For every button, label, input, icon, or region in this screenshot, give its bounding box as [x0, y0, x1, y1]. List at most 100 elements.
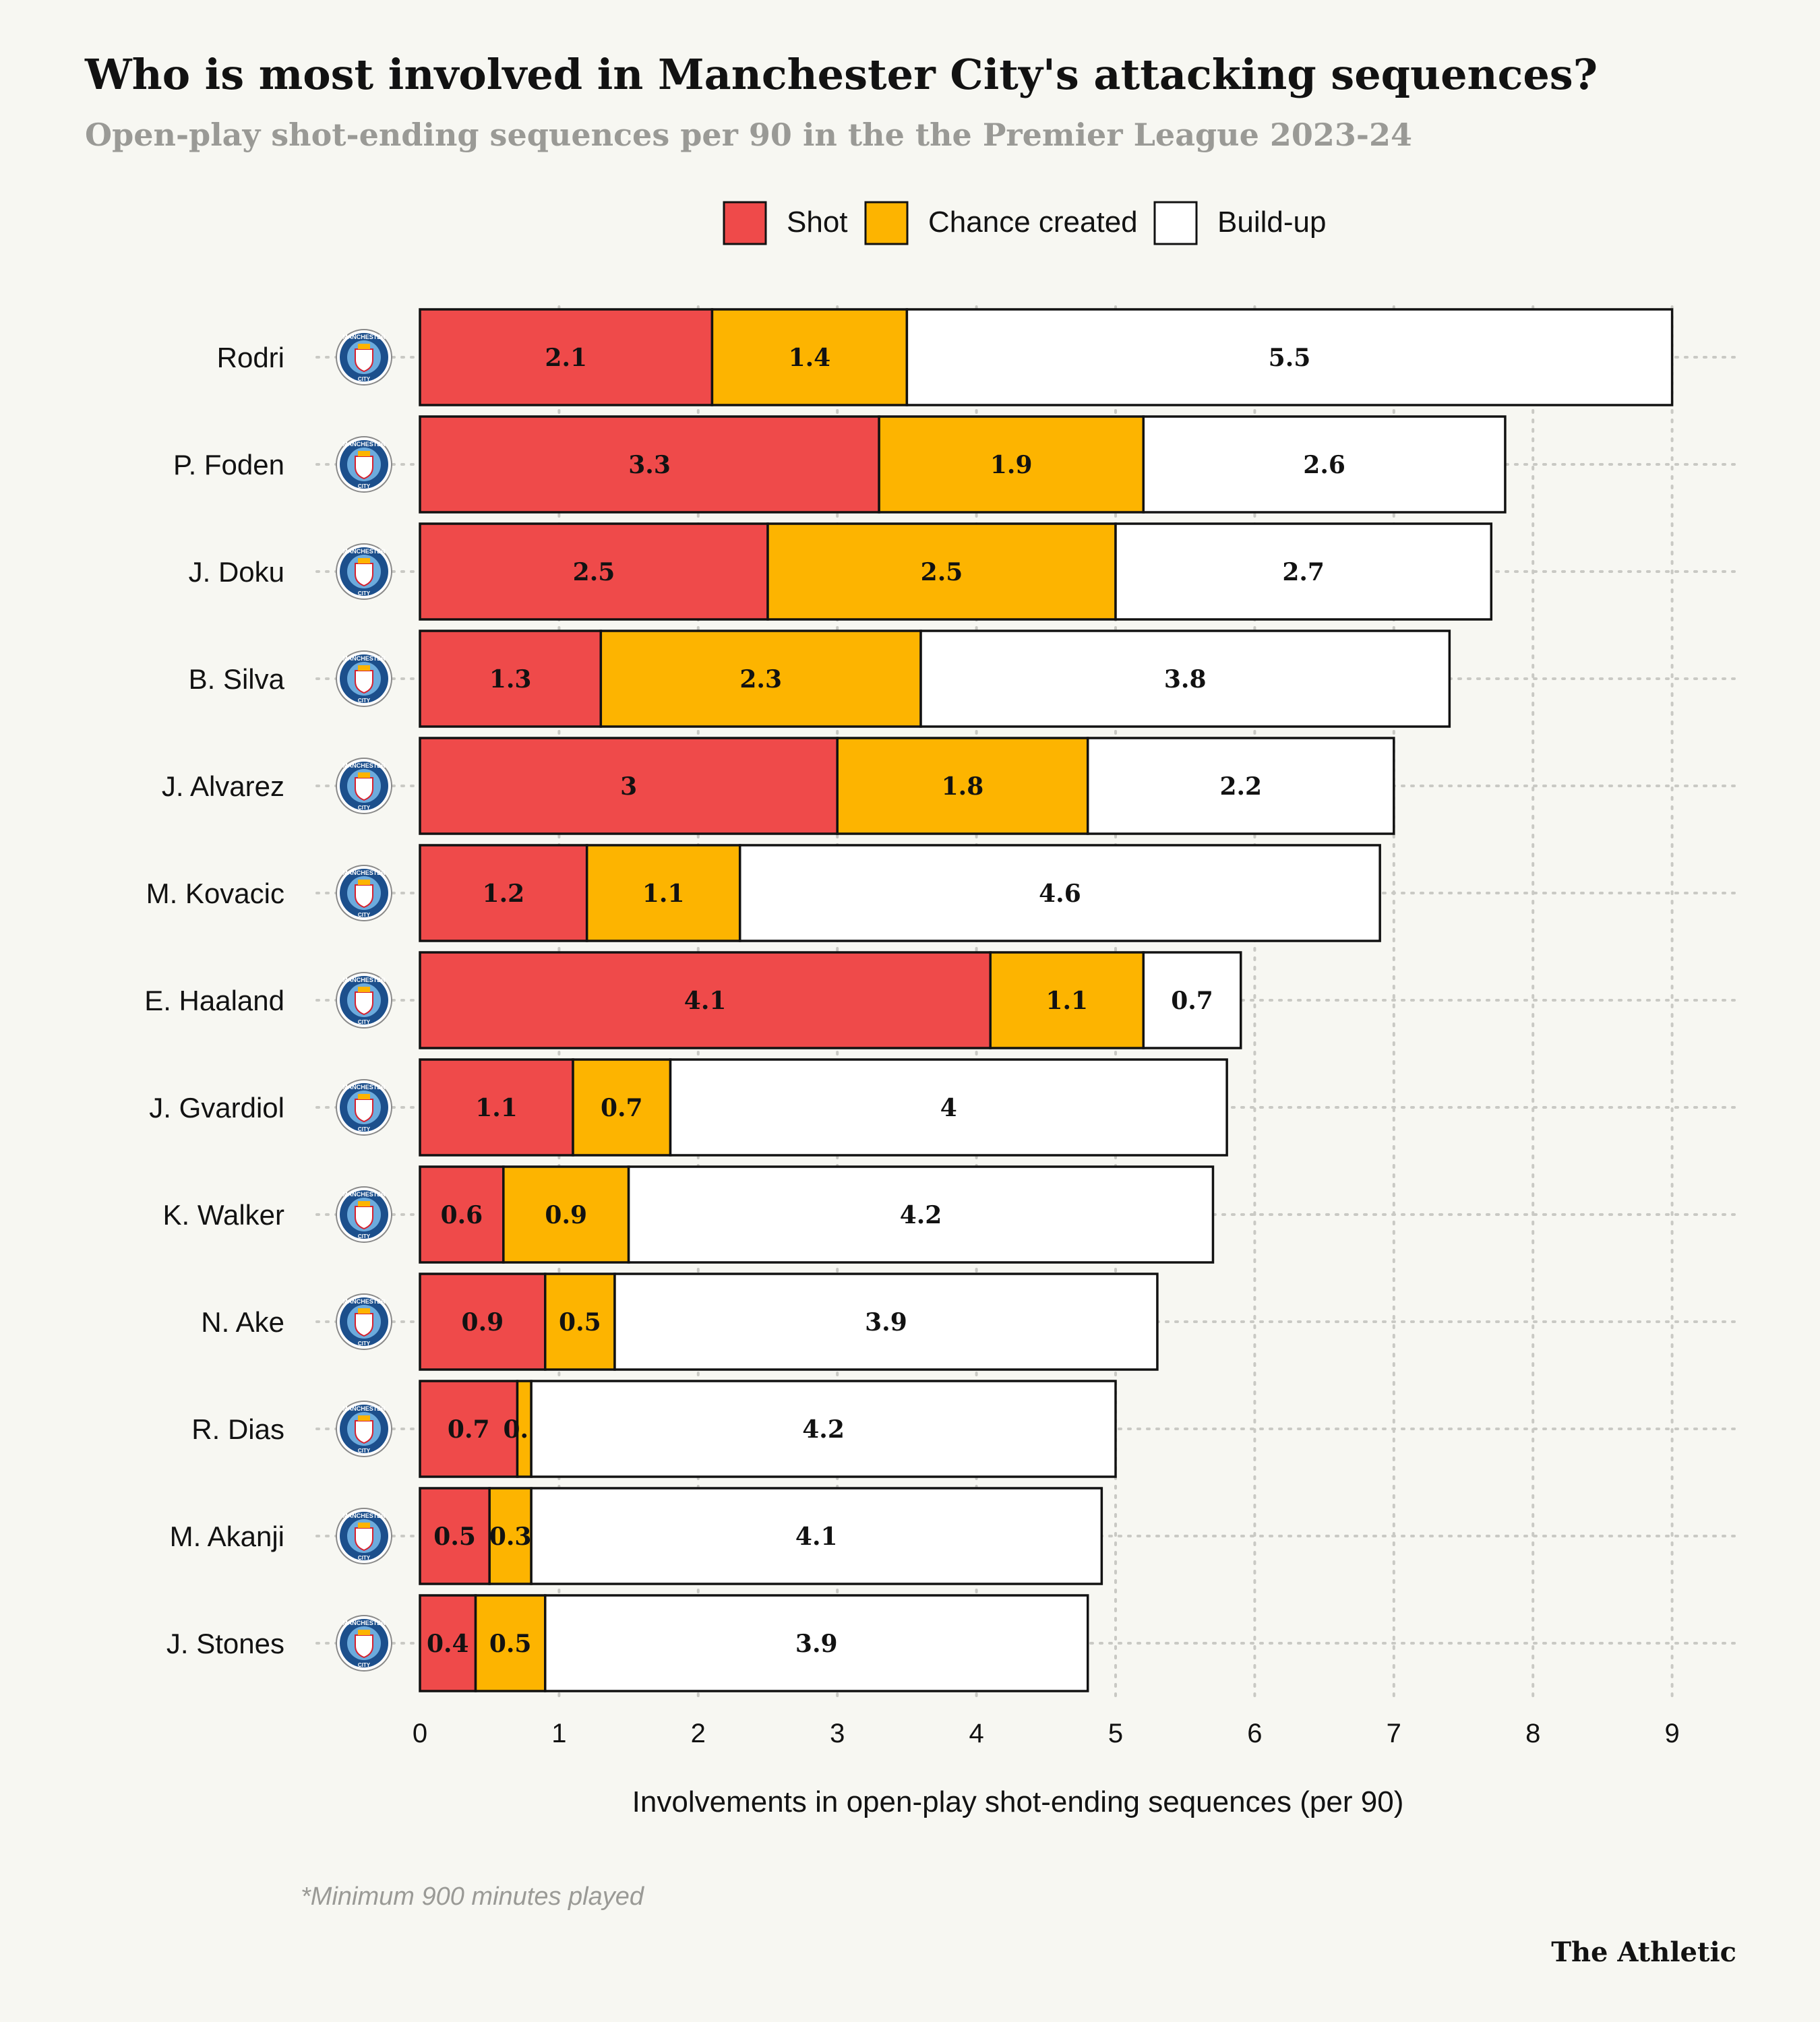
player-label: J. Stones — [166, 1628, 284, 1659]
legend-swatch-0 — [723, 201, 767, 245]
club-badge-text-top: MANCHESTER — [342, 1620, 386, 1626]
value-label-chance-created: 1.9 — [990, 451, 1033, 479]
club-badge-text-top: MANCHESTER — [342, 548, 386, 555]
bar-row: J. Doku MANCHESTER CITY 2.5 2.5 2.7 — [189, 522, 1493, 621]
club-badge-text-top: MANCHESTER — [342, 655, 386, 662]
club-badge-text-bottom: CITY — [358, 1126, 371, 1132]
club-badge-text-top: MANCHESTER — [342, 977, 386, 983]
bar-segment-shot — [419, 1380, 519, 1478]
bar-segment-build-up — [627, 1165, 1215, 1264]
bar-segment-build-up — [530, 1487, 1103, 1585]
bar-segment-shot — [419, 1273, 547, 1371]
bar-segment-chance-created — [488, 1487, 533, 1585]
club-badge: MANCHESTER CITY — [336, 1508, 392, 1564]
bar-segment-chance-created — [544, 1273, 616, 1371]
club-badge-ship — [358, 1630, 370, 1635]
club-badge-text-bottom: CITY — [358, 1233, 371, 1239]
club-badge-ship — [358, 344, 370, 349]
bar-segment-shot — [419, 1165, 505, 1264]
value-label-shot: 1.1 — [475, 1094, 518, 1122]
club-badge-text-top: MANCHESTER — [342, 1084, 386, 1091]
club-badge: MANCHESTER CITY — [336, 1615, 392, 1672]
club-badge: MANCHESTER CITY — [336, 543, 392, 600]
chart-title: Who is most involved in Manchester City'… — [84, 50, 1598, 99]
value-label-chance-created: 2.3 — [739, 665, 782, 694]
value-label-shot: 3 — [620, 772, 637, 801]
value-label-shot: 0.4 — [427, 1630, 469, 1658]
club-badge: MANCHESTER CITY — [336, 650, 392, 707]
club-badge-ship — [358, 880, 370, 885]
legend-label-2: Build-up — [1217, 206, 1326, 239]
bar-segment-build-up — [1142, 951, 1242, 1049]
x-tick-label: 1 — [551, 1719, 566, 1748]
bar-segment-build-up — [613, 1273, 1159, 1371]
club-badge: MANCHESTER CITY — [336, 1079, 392, 1136]
value-label-shot: 2.1 — [545, 344, 587, 372]
value-label-shot: 0.9 — [462, 1308, 504, 1337]
club-badge-text-bottom: CITY — [358, 698, 371, 704]
bar-segment-chance-created — [989, 951, 1145, 1049]
value-label-build-up: 4.2 — [802, 1415, 845, 1444]
x-axis-label: Involvements in open-play shot-ending se… — [632, 1785, 1404, 1818]
club-badge: MANCHESTER CITY — [336, 329, 392, 386]
bar-segment-build-up — [1086, 737, 1395, 835]
bar-segment-build-up — [669, 1058, 1228, 1157]
value-label-build-up: 3.9 — [865, 1308, 907, 1337]
club-badge: MANCHESTER CITY — [336, 1293, 392, 1350]
club-badge-ship — [358, 1308, 370, 1314]
club-badge-shield — [355, 777, 373, 801]
player-label: J. Gvardiol — [149, 1092, 284, 1124]
x-tick-label: 2 — [691, 1719, 706, 1748]
value-label-chance-created: 0.3 — [489, 1523, 532, 1551]
club-badge-text-bottom: CITY — [358, 483, 371, 489]
player-label: M. Akanji — [170, 1521, 284, 1552]
club-badge-shield — [355, 348, 373, 373]
bar-row: M. Kovacic MANCHESTER CITY 1.2 1.1 4.6 — [146, 844, 1381, 942]
bar-segment-build-up — [1114, 522, 1493, 621]
x-tick-label: 3 — [830, 1719, 845, 1748]
value-label-build-up: 2.7 — [1282, 558, 1325, 586]
value-label-build-up: 5.5 — [1269, 344, 1311, 372]
chart-subtitle: Open-play shot-ending sequences per 90 i… — [85, 117, 1412, 153]
club-badge-shield — [355, 1634, 373, 1659]
footnote: *Minimum 900 minutes played — [301, 1882, 645, 1911]
bar-row: J. Stones MANCHESTER CITY 0.4 0.5 3.9 — [166, 1594, 1089, 1692]
legend-swatch-1 — [864, 201, 909, 245]
club-badge: MANCHESTER CITY — [336, 1401, 392, 1457]
value-label-chance-created: 1.4 — [789, 344, 831, 372]
x-tick-label: 4 — [969, 1719, 983, 1748]
bar-rows: Rodri MANCHESTER CITY 2.1 1.4 5.5 P. Foden MANC… — [144, 308, 1674, 1692]
club-badge-text-bottom: CITY — [358, 912, 371, 918]
value-label-build-up: 4.1 — [795, 1523, 838, 1551]
club-badge-text-top: MANCHESTER — [342, 1191, 386, 1198]
value-label-chance-created: 0.7 — [601, 1094, 643, 1122]
value-label-chance-created: 0.9 — [545, 1201, 587, 1229]
bar-row: N. Ake MANCHESTER CITY 0.9 0.5 3.9 — [201, 1273, 1159, 1371]
bar-segment-build-up — [530, 1380, 1117, 1478]
club-badge-text-bottom: CITY — [358, 590, 371, 596]
club-badge-ship — [358, 1523, 370, 1528]
club-badge: MANCHESTER CITY — [336, 436, 392, 493]
club-badge-text-bottom: CITY — [358, 805, 371, 811]
bar-segment-shot — [419, 415, 880, 514]
legend-swatch-2 — [1153, 201, 1198, 245]
bar-segment-chance-created — [766, 522, 1117, 621]
value-label-shot: 0.6 — [441, 1201, 483, 1229]
value-label-build-up: 4.6 — [1039, 880, 1081, 908]
value-label-build-up: 4 — [940, 1094, 957, 1122]
value-label-chance-created: 0.5 — [489, 1630, 532, 1658]
club-badge-ship — [358, 1201, 370, 1206]
legend: Shot Chance created Build-up — [723, 201, 1326, 245]
x-tick-label: 0 — [413, 1719, 427, 1748]
bar-segment-shot — [419, 1594, 477, 1692]
value-label-build-up: 4.2 — [900, 1201, 942, 1229]
bar-row: P. Foden MANCHESTER CITY 3.3 1.9 2.6 — [173, 415, 1507, 514]
player-label: J. Alvarez — [162, 770, 284, 802]
bar-row: M. Akanji MANCHESTER CITY 0.5 0.3 4.1 — [170, 1487, 1103, 1585]
bar-row: E. Haaland MANCHESTER CITY 4.1 1.1 0.7 — [144, 951, 1242, 1049]
player-label: J. Doku — [189, 556, 284, 588]
club-badge-ship — [358, 451, 370, 456]
player-label: R. Dias — [191, 1413, 284, 1445]
